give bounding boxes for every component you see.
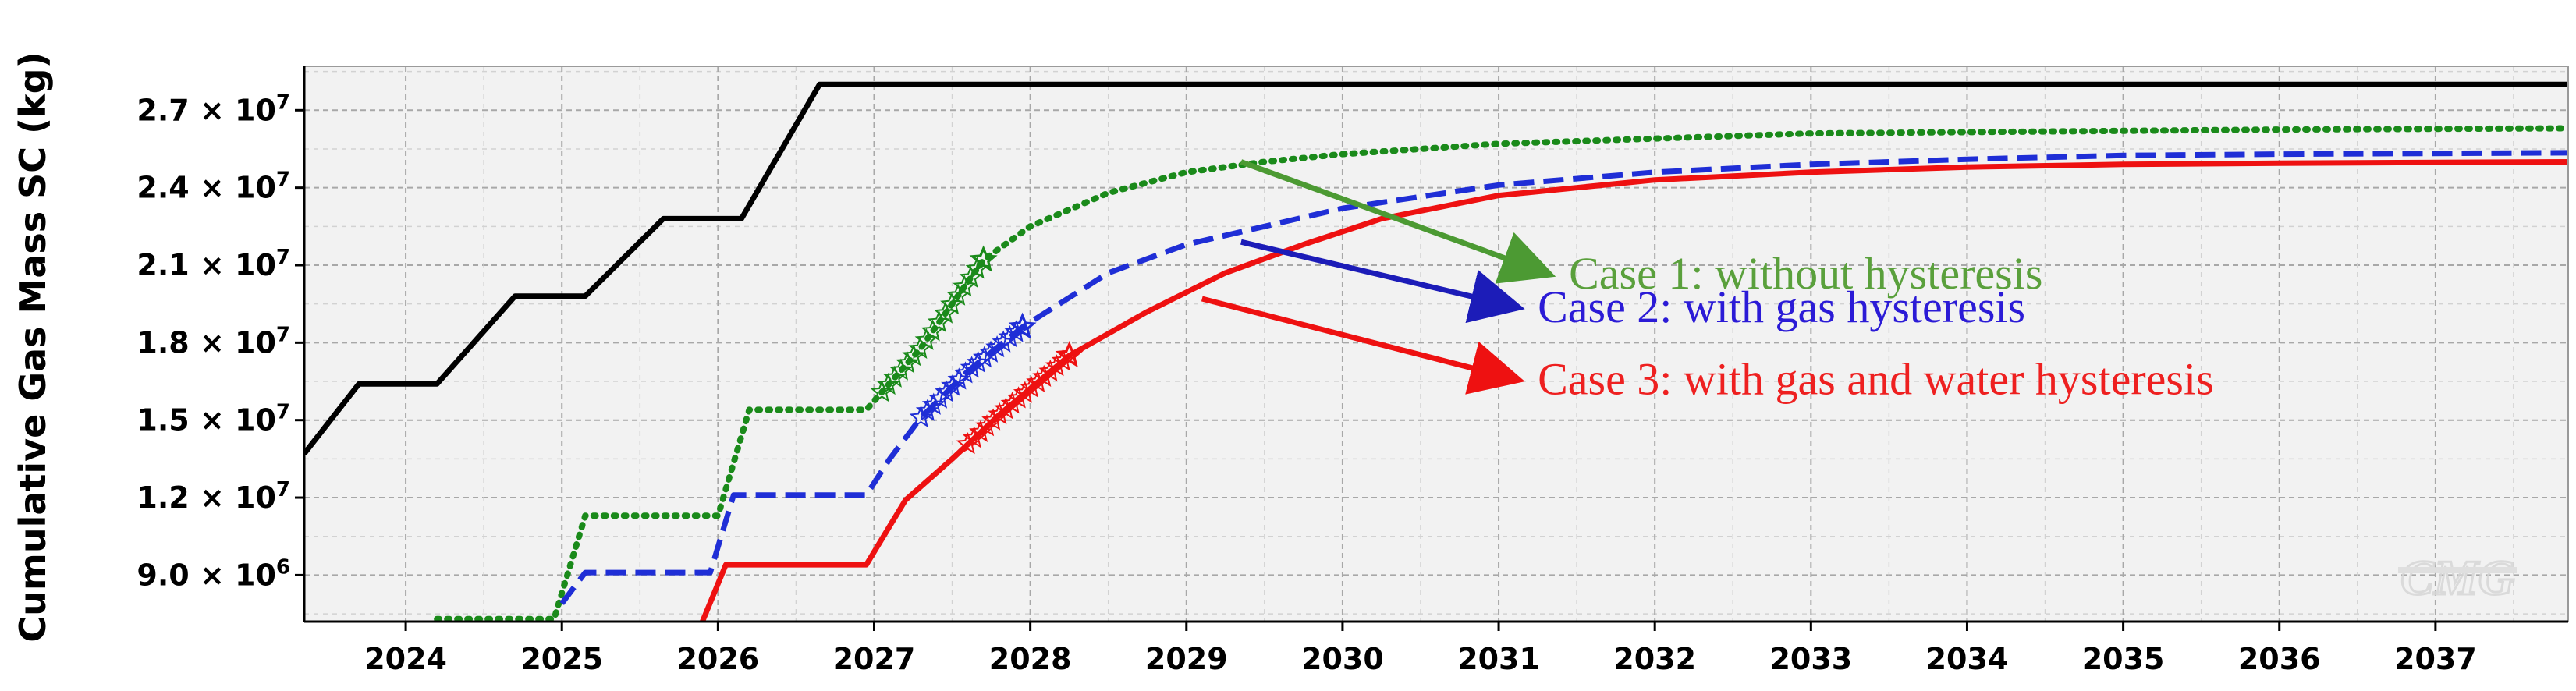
series-marker-3 [941, 374, 965, 396]
x-tick-label: 2031 [1457, 642, 1540, 676]
plot-background [304, 66, 2568, 622]
annotation-arrow-3 [1201, 296, 1525, 395]
y-tick-label: 1.5 × 107 [137, 401, 290, 438]
x-tick-label: 2027 [833, 642, 916, 676]
x-tick-label: 2032 [1613, 642, 1696, 676]
series-marker-3 [1008, 312, 1037, 339]
y-ticks: 9.0 × 106 1.2 × 107 1.5 × 107 1.8 × 107 2.1 … [137, 90, 304, 592]
annotation-arrow-2 [1240, 239, 1525, 324]
x-tick-label: 2028 [989, 642, 1072, 676]
x-tick-label: 2025 [520, 642, 603, 676]
x-tick-label: 2034 [1926, 642, 2009, 676]
x-tick-label: 2033 [1769, 642, 1852, 676]
series-marker-4 [1055, 340, 1084, 368]
y-tick-label: 2.4 × 107 [137, 168, 290, 205]
series-layer [304, 81, 2568, 622]
series-line-2 [434, 125, 2568, 622]
series-marker-2 [902, 343, 925, 367]
series-marker-2 [870, 380, 894, 402]
series-line-3 [559, 150, 2568, 605]
y-axis-label: Cumulative Gas Mass SC (kg) [12, 51, 54, 642]
y-tick-label: 1.2 × 107 [137, 478, 290, 515]
annotation-label-1: Case 1: without hysteresis [1569, 248, 2042, 299]
y-tick-label: 9.0 × 106 [137, 555, 290, 592]
series-marker-2 [889, 358, 913, 381]
x-tick-label: 2029 [1145, 642, 1228, 676]
series-marker-2 [896, 351, 919, 374]
x-tick-label: 2024 [364, 642, 447, 676]
series-marker-2 [882, 365, 907, 388]
x-tick-label: 2036 [2238, 642, 2321, 676]
y-tick-label: 1.8 × 107 [137, 323, 290, 360]
series-marker-3 [928, 386, 952, 409]
cmg-logo: CMG [2398, 549, 2517, 607]
grid [304, 66, 2568, 622]
x-tick-label: 2037 [2394, 642, 2477, 676]
y-tick-label: 2.1 × 107 [137, 246, 290, 282]
annotation-label-3: Case 3: with gas and water hysteresis [1538, 354, 2214, 405]
annotation-arrow-1 [1240, 159, 1556, 284]
series-marker-3 [915, 399, 939, 421]
annotation-label-2: Case 2: with gas hysteresis [1538, 282, 2025, 332]
x-ticks: 2024 2025 2026 2027 2028 2029 2030 2031 2032 2033… [364, 622, 2477, 676]
series-marker-3 [935, 380, 958, 402]
x-tick-label: 2035 [2082, 642, 2165, 676]
x-tick-label: 2026 [676, 642, 759, 676]
series-marker-2 [969, 245, 998, 272]
series-line-1 [304, 81, 2568, 455]
series-marker-2 [876, 372, 900, 395]
x-tick-label: 2030 [1301, 642, 1384, 676]
y-tick-label: 2.7 × 107 [137, 90, 290, 127]
series-marker-3 [921, 392, 946, 415]
series-marker-3 [909, 405, 933, 428]
svg-text:CMG: CMG [2400, 550, 2514, 605]
series-line-4 [700, 159, 2568, 622]
